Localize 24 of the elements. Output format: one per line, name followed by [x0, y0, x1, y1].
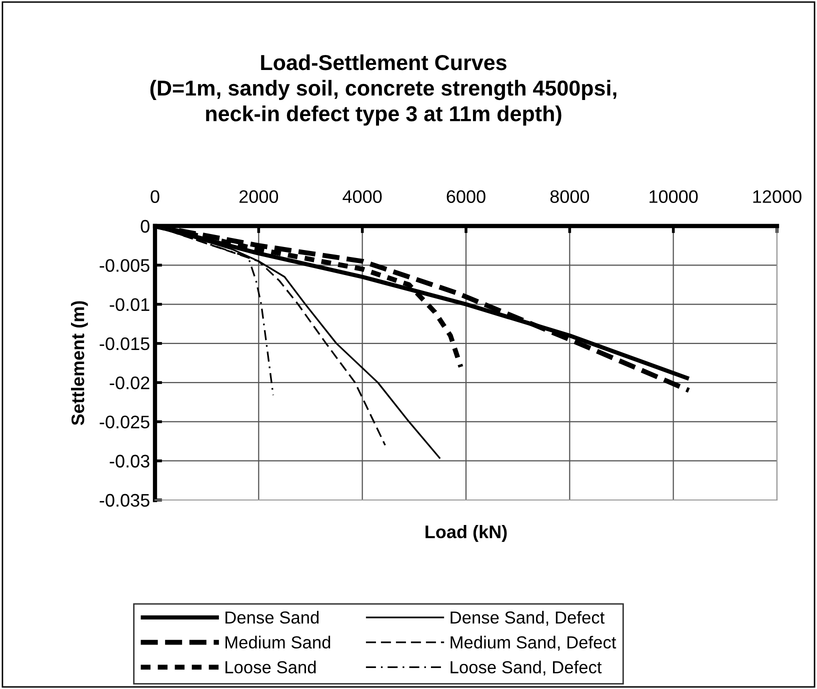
y-axis-title: Settlement (m) [71, 301, 88, 426]
y-tick-label: -0.02 [110, 376, 150, 390]
x-tick-label: 10000 [650, 190, 698, 203]
y-tick-label: -0.035 [100, 494, 150, 507]
x-tick-label: 6000 [446, 190, 486, 203]
legend-label: Dense Sand, Defect [450, 610, 605, 626]
y-tick-label: -0.03 [110, 454, 150, 468]
y-tick-label: -0.01 [110, 298, 150, 312]
x-tick-label: 8000 [550, 190, 590, 203]
x-tick-label: 0 [150, 190, 160, 203]
legend-label: Dense Sand [226, 610, 319, 624]
x-tick-label: 4000 [342, 190, 382, 203]
y-tick-label: -0.005 [100, 259, 150, 272]
legend-label: Loose Sand, Defect [450, 660, 602, 676]
x-axis-title: Load (kN) [426, 525, 507, 542]
y-tick-label: -0.015 [100, 337, 150, 350]
y-tick-label: -0.025 [100, 416, 150, 428]
chart-title: Load-Settlement Curves (D=1m, sandy soil, concrete strength 4500psi, neck-in defect type 3 at 11m depth) [150, 54, 616, 126]
x-tick-label: 2000 [239, 190, 278, 203]
legend-label: Medium Sand, Defect [450, 636, 616, 651]
x-tick-label: 12000 [753, 190, 802, 203]
legend-label: Loose Sand [226, 660, 316, 674]
legend-label: Medium Sand [226, 636, 330, 649]
y-tick-label: 0 [140, 220, 150, 233]
